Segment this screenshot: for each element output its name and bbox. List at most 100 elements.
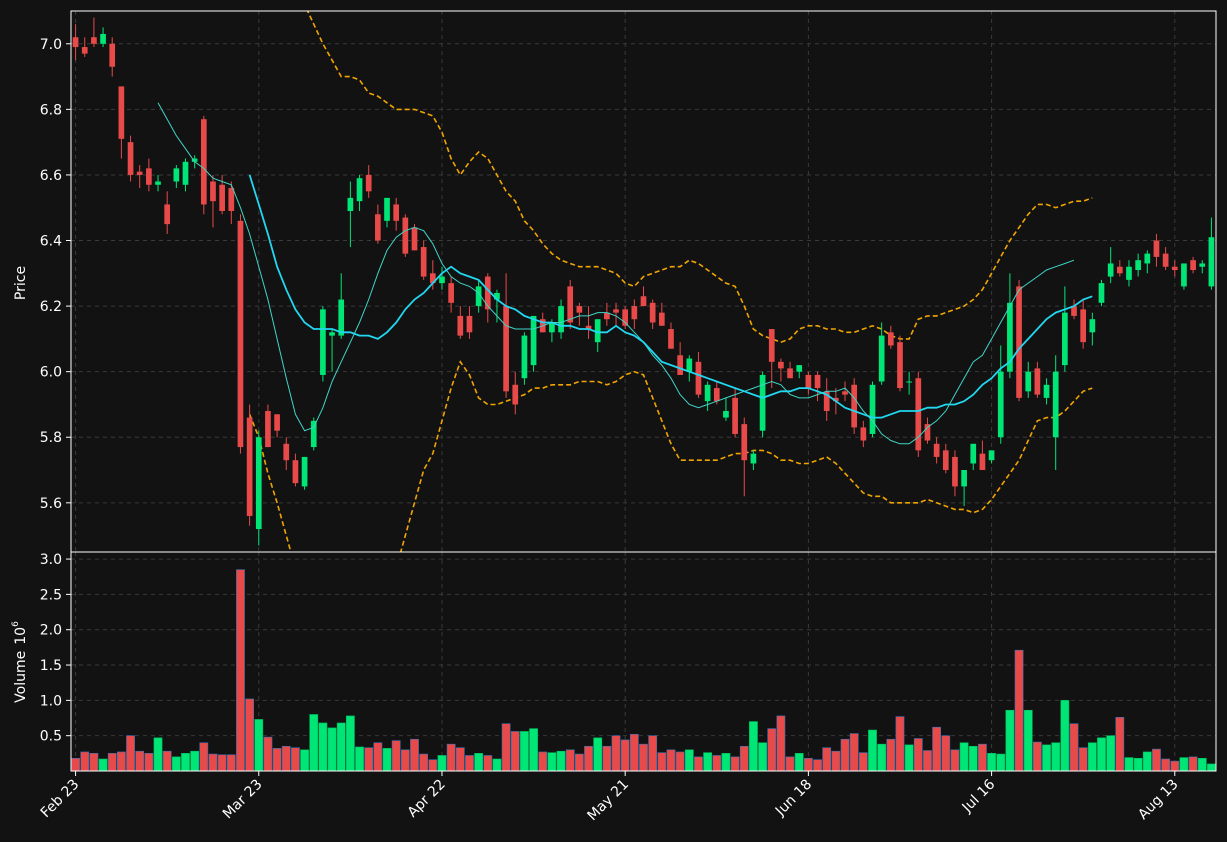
volume-bar	[1023, 709, 1033, 771]
volume-bar	[318, 722, 328, 771]
candle-down	[283, 443, 290, 461]
date-tick-label: Mar 23	[220, 777, 266, 823]
volume-bar	[446, 743, 456, 771]
candle-down	[860, 427, 867, 441]
candle-up	[320, 309, 326, 375]
volume-bar	[465, 755, 474, 771]
date-tick-label: Aug 13	[1135, 777, 1181, 823]
candle-down	[613, 309, 619, 313]
band-lines	[248, 11, 1093, 552]
candle-up	[988, 450, 995, 461]
candle-up	[1208, 237, 1215, 287]
volume-axis-label-base: 10	[13, 627, 29, 645]
price-tick-label: 6.8	[40, 102, 62, 118]
axes-frames	[70, 10, 1217, 772]
price-tick-label: 7.0	[40, 37, 62, 53]
candle-down	[942, 450, 949, 471]
price-tick-label: 5.8	[40, 430, 62, 446]
volume-bar	[849, 733, 859, 771]
candle-down	[72, 37, 79, 48]
volume-bar	[1051, 742, 1061, 771]
volume-bar	[1170, 760, 1180, 771]
candle-up	[961, 470, 967, 487]
volume-axis-label-text: Volume	[13, 651, 29, 703]
candle-up	[549, 322, 555, 333]
candle-down	[1162, 253, 1169, 267]
volume-bar	[950, 749, 960, 771]
candle-down	[778, 361, 784, 369]
volume-bar	[684, 749, 694, 771]
volume-bar	[978, 743, 987, 771]
volume-bar	[89, 753, 99, 771]
volume-bar	[382, 748, 392, 771]
volume-bar	[968, 745, 978, 771]
volume-bar	[932, 726, 941, 771]
volume-bar	[712, 755, 722, 771]
volume-bar	[153, 737, 163, 771]
candle-up	[1007, 302, 1013, 372]
candle-down	[1116, 266, 1123, 274]
volume-bar	[1207, 763, 1216, 771]
candle-down	[365, 174, 372, 192]
candle-down	[375, 214, 381, 241]
price-axis-label: Price	[13, 266, 29, 300]
volume-bar	[171, 756, 181, 771]
date-tick-label: May 21	[584, 777, 632, 825]
volume-bar	[611, 735, 621, 771]
candle-down	[649, 302, 656, 323]
volume-bar	[877, 743, 887, 771]
volume-bar	[236, 569, 245, 771]
candle-up	[723, 411, 729, 418]
volume-bar	[602, 745, 612, 771]
volume-bar	[1042, 744, 1051, 771]
volume-axis-label-exponent: 6	[11, 621, 21, 627]
volume-bar	[1142, 751, 1152, 771]
candle-up	[558, 306, 564, 333]
volume-bar	[730, 756, 740, 771]
volume-bar	[162, 750, 172, 771]
candle-up	[1199, 263, 1206, 267]
volume-bar	[840, 738, 850, 771]
price-tick-label: 5.6	[40, 496, 62, 512]
candle-up	[191, 158, 198, 162]
candle-down	[585, 325, 592, 330]
candle-down	[924, 424, 931, 441]
volume-bar	[1033, 741, 1042, 771]
volume-bar	[794, 753, 804, 771]
volume-bar	[767, 728, 777, 771]
candle-up	[1126, 266, 1132, 280]
candle-up	[310, 420, 317, 448]
candle-down	[503, 306, 509, 392]
candle-up	[1043, 384, 1050, 398]
candle-down	[805, 374, 812, 389]
candle-up	[1107, 263, 1114, 277]
volume-bar	[1087, 742, 1097, 771]
volume-bar	[1005, 709, 1015, 771]
volume-bar	[355, 746, 364, 771]
candle-up	[1144, 253, 1151, 264]
volume-bar	[675, 751, 685, 771]
volume-bar	[1197, 757, 1207, 771]
volume-bar	[217, 754, 227, 771]
volume-bar	[1078, 747, 1088, 771]
volume-bar	[749, 721, 758, 771]
volume-bar	[923, 750, 932, 771]
candle-down	[897, 342, 903, 389]
candle-down	[915, 378, 922, 451]
candle-up	[750, 453, 757, 464]
volume-bar	[1060, 700, 1070, 771]
candle-up	[878, 335, 885, 382]
volume-bar	[400, 749, 410, 771]
candle-up	[686, 358, 693, 372]
candle-down	[576, 306, 583, 313]
candle-up	[494, 292, 500, 300]
volume-bar	[556, 750, 566, 771]
volume-bar	[98, 758, 108, 771]
candle-up	[356, 178, 363, 202]
volume-bar	[785, 756, 795, 771]
volume-bar	[739, 745, 749, 771]
candle-down	[274, 414, 280, 431]
candle-up	[384, 197, 390, 221]
ma-thin-line	[157, 102, 1075, 445]
